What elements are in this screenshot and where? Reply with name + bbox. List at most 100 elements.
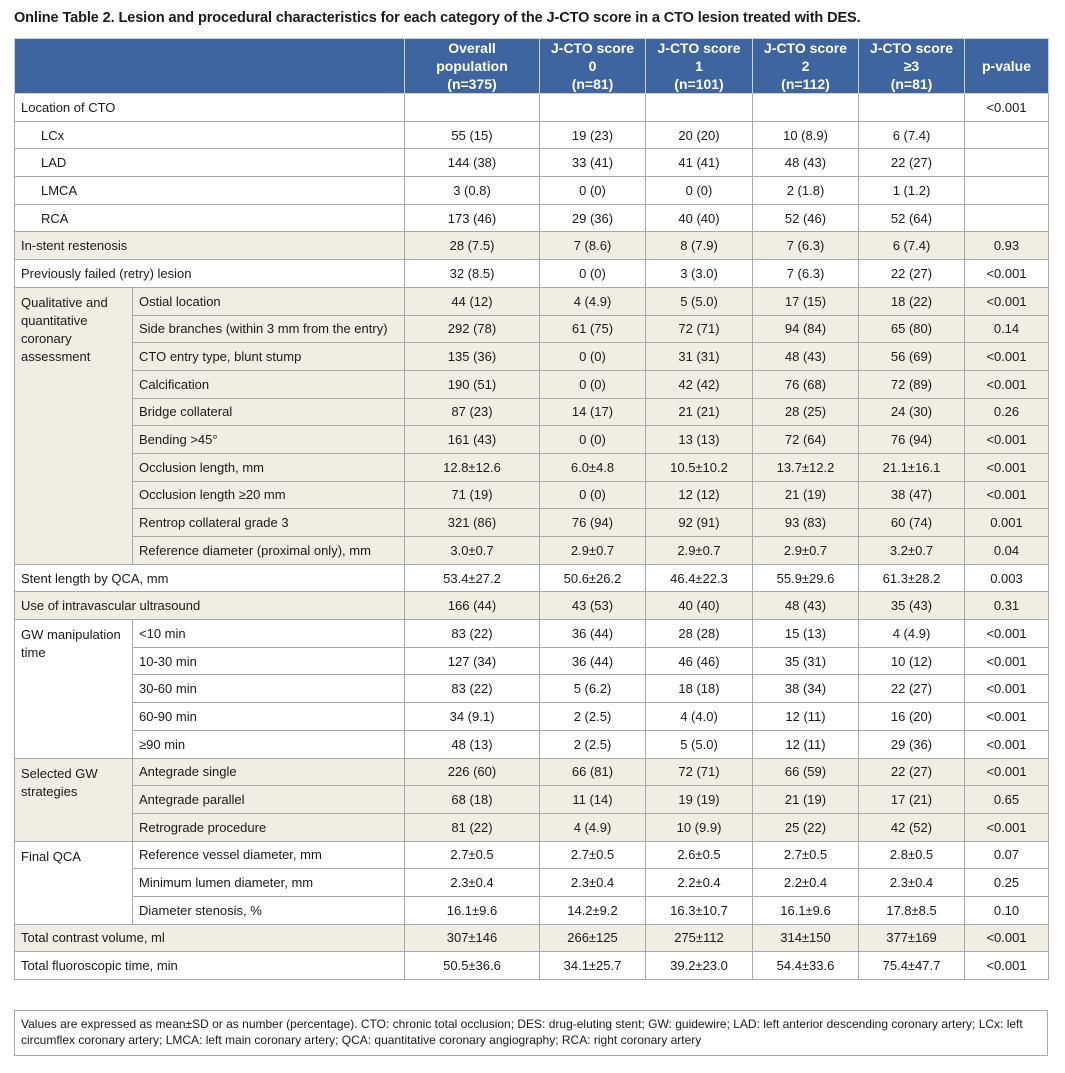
value-cell: 39.2±23.0 — [645, 951, 753, 980]
value-cell: 16.1±9.6 — [404, 895, 540, 925]
value-cell: 38 (47) — [858, 480, 965, 510]
table-row: Reference diameter (proximal only), mm 3.… — [15, 536, 1049, 565]
value-cell: 3.0±0.7 — [404, 536, 540, 565]
value-cell — [964, 148, 1049, 178]
value-cell: 6 (7.4) — [858, 231, 965, 261]
table-row: Bending >45° 161 (43) 0 (0) 13 (13) 72 (64) 7… — [15, 425, 1049, 454]
row-label: 30-60 min — [132, 674, 405, 704]
row-label: Bending >45° — [132, 425, 405, 454]
value-cell — [858, 93, 965, 122]
row-label: ≥90 min — [132, 729, 405, 759]
value-cell: 0.001 — [964, 508, 1049, 537]
table-row: In-stent restenosis 28 (7.5) 7 (8.6) 8 (7.9… — [14, 231, 1049, 261]
value-cell: 66 (81) — [539, 757, 646, 787]
value-cell: 0 (0) — [645, 176, 753, 205]
value-cell: 28 (25) — [752, 397, 859, 427]
value-cell: <0.001 — [964, 812, 1049, 842]
header-cell: p-value — [964, 38, 1049, 94]
table-row: Retrograde procedure 81 (22) 4 (4.9) 10 (9.… — [15, 812, 1049, 842]
value-cell: 41 (41) — [645, 148, 753, 178]
value-cell: 12 (12) — [645, 480, 753, 510]
value-cell: 5 (6.2) — [539, 674, 646, 704]
table-row: Bridge collateral 87 (23) 14 (17) 21 (21) 28… — [15, 397, 1049, 427]
table-row: 60-90 min 34 (9.1) 2 (2.5) 4 (4.0) 12 (11) 16… — [15, 702, 1049, 731]
value-cell: 3.2±0.7 — [858, 536, 965, 565]
row-label: Diameter stenosis, % — [132, 895, 405, 925]
table-head: Overall population (n=375) J-CTO score 0 (n… — [14, 38, 1049, 94]
header-text: (n=81) — [571, 76, 614, 92]
value-cell — [404, 93, 540, 122]
row-label: In-stent restenosis — [14, 231, 405, 261]
row-label: Side branches (within 3 mm from the entr… — [132, 314, 405, 344]
value-cell: 29 (36) — [539, 203, 646, 233]
value-cell: 48 (43) — [752, 591, 859, 621]
header-cell: J-CTO score ≥3 (n=81) — [858, 38, 965, 94]
value-cell: 14 (17) — [539, 397, 646, 427]
value-cell: 22 (27) — [858, 674, 965, 704]
row-label: <10 min — [132, 619, 405, 648]
row-label: Reference vessel diameter, mm — [132, 840, 405, 870]
value-cell: 87 (23) — [404, 397, 540, 427]
value-cell: 94 (84) — [752, 314, 859, 344]
value-cell: 0.07 — [964, 840, 1049, 870]
value-cell: 29 (36) — [858, 729, 965, 759]
value-cell: 16.1±9.6 — [752, 895, 859, 925]
value-cell: 32 (8.5) — [404, 259, 540, 288]
value-cell: 2.3±0.4 — [404, 868, 540, 897]
table-body: Location of CTO <0.001 LCx 55 (15) 19 (23) 20… — [14, 93, 1049, 980]
value-cell: <0.001 — [964, 757, 1049, 787]
value-cell: 0.003 — [964, 563, 1049, 593]
value-cell: 92 (91) — [645, 508, 753, 537]
value-cell: 12.8±12.6 — [404, 452, 540, 482]
value-cell: 66 (59) — [752, 757, 859, 787]
value-cell: 44 (12) — [404, 286, 540, 316]
value-cell: <0.001 — [964, 452, 1049, 482]
value-cell: 0 (0) — [539, 480, 646, 510]
value-cell: 2.7±0.5 — [752, 840, 859, 870]
row-label: Reference diameter (proximal only), mm — [132, 536, 405, 565]
table-row: Antegrade parallel 68 (18) 11 (14) 19 (19) 2… — [15, 785, 1049, 814]
value-cell: <0.001 — [964, 286, 1049, 316]
table-row: ≥90 min 48 (13) 2 (2.5) 5 (5.0) 12 (11) 29 (3… — [15, 729, 1049, 759]
value-cell — [752, 93, 859, 122]
value-cell: <0.001 — [964, 369, 1049, 399]
value-cell: 10.5±10.2 — [645, 452, 753, 482]
value-cell: 19 (19) — [645, 785, 753, 814]
value-cell — [964, 176, 1049, 205]
value-cell: 16.3±10.7 — [645, 895, 753, 925]
value-cell: 18 (22) — [858, 286, 965, 316]
value-cell: 2.3±0.4 — [858, 868, 965, 897]
row-label: LCx — [14, 120, 405, 150]
value-cell: 35 (43) — [858, 591, 965, 621]
table-row: GW manipulation time <10 min 83 (22) 36 (44… — [14, 619, 1049, 759]
table-title: Online Table 2. Lesion and procedural ch… — [14, 10, 861, 26]
value-cell: 17.8±8.5 — [858, 895, 965, 925]
value-cell: <0.001 — [964, 674, 1049, 704]
value-cell: 10 (8.9) — [752, 120, 859, 150]
row-label: Bridge collateral — [132, 397, 405, 427]
value-cell: 36 (44) — [539, 619, 646, 648]
row-label: CTO entry type, blunt stump — [132, 342, 405, 371]
table-row: Total fluoroscopic time, min 50.5±36.6 34.… — [14, 951, 1049, 980]
value-cell: 2.9±0.7 — [752, 536, 859, 565]
row-label: 60-90 min — [132, 702, 405, 731]
value-cell: 50.5±36.6 — [404, 951, 540, 980]
value-cell: 17 (21) — [858, 785, 965, 814]
value-cell: 0.10 — [964, 895, 1049, 925]
row-label: LAD — [14, 148, 405, 178]
value-cell: 0.65 — [964, 785, 1049, 814]
value-cell: 377±169 — [858, 923, 965, 953]
table-row: Use of intravascular ultrasound 166 (44) 4… — [14, 591, 1049, 621]
value-cell: 20 (20) — [645, 120, 753, 150]
value-cell: 292 (78) — [404, 314, 540, 344]
header-text: (n=375) — [447, 76, 497, 92]
value-cell: 21.1±16.1 — [858, 452, 965, 482]
value-cell: 76 (94) — [858, 425, 965, 454]
table-row: Occlusion length, mm 12.8±12.6 6.0±4.8 10.5… — [15, 452, 1049, 482]
table-row: Location of CTO <0.001 — [14, 93, 1049, 122]
value-cell: <0.001 — [964, 646, 1049, 676]
value-cell: 2.3±0.4 — [539, 868, 646, 897]
table-row: Calcification 190 (51) 0 (0) 42 (42) 76 (68)… — [15, 369, 1049, 399]
table-row: LMCA 3 (0.8) 0 (0) 0 (0) 2 (1.8) 1 (1.2) — [14, 176, 1049, 205]
value-cell: <0.001 — [964, 951, 1049, 980]
